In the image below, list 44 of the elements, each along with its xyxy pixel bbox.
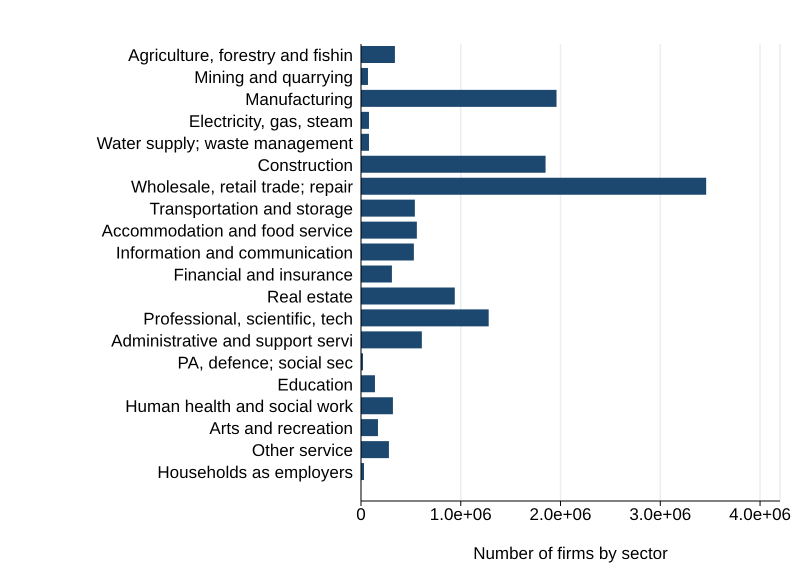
y-tick-label: Mining and quarrying	[194, 68, 353, 87]
x-tick-label: 0	[356, 505, 366, 524]
y-tick-label: Information and communication	[116, 244, 353, 263]
y-tick-label: Accommodation and food service	[102, 222, 353, 241]
y-tick-label: Human health and social work	[125, 397, 354, 416]
bar	[361, 134, 369, 151]
y-tick-label: Financial and insurance	[173, 266, 353, 285]
x-tick-label: 3.0e+06	[629, 505, 692, 524]
y-tick-label: Manufacturing	[245, 90, 353, 109]
y-tick-label: Other service	[252, 441, 353, 460]
bar	[361, 46, 395, 63]
bar	[361, 90, 557, 107]
bar	[361, 244, 414, 261]
bar	[361, 112, 369, 129]
bar	[361, 397, 393, 414]
bar	[361, 266, 392, 282]
y-tick-label: Wholesale, retail trade; repair	[130, 178, 354, 197]
bar	[361, 331, 422, 348]
x-tick-label: 1.0e+06	[430, 505, 492, 524]
x-tick-label: 2.0e+06	[530, 505, 592, 524]
bar	[361, 309, 489, 326]
y-tick-label: Agriculture, forestry and fishin	[128, 46, 353, 66]
y-tick-label: Arts and recreation	[209, 419, 353, 438]
bar	[361, 287, 455, 304]
bar	[361, 178, 706, 195]
y-tick-label: Electricity, gas, steam	[188, 112, 353, 131]
y-tick-label: Administrative and support servi	[111, 331, 353, 350]
bar	[361, 68, 368, 85]
bar	[361, 419, 378, 436]
x-tick-label: 4.0e+06	[729, 505, 792, 524]
x-axis-title: Number of firms by sector	[473, 544, 668, 563]
y-tick-label: Transportation and storage	[150, 200, 353, 219]
bar	[361, 375, 375, 392]
y-tick-label: Professional, scientific, tech	[143, 309, 353, 328]
y-tick-label: Water supply; waste management	[96, 134, 354, 153]
bar	[361, 156, 546, 173]
y-tick-label: Real estate	[267, 287, 353, 306]
y-tick-label: Construction	[258, 156, 353, 175]
y-tick-label: Education	[277, 375, 353, 394]
bar	[361, 200, 415, 217]
bar	[361, 441, 389, 458]
y-tick-label: Households as employers	[157, 463, 353, 482]
y-tick-label: PA, defence; social sec	[178, 353, 354, 372]
bar	[361, 222, 417, 239]
